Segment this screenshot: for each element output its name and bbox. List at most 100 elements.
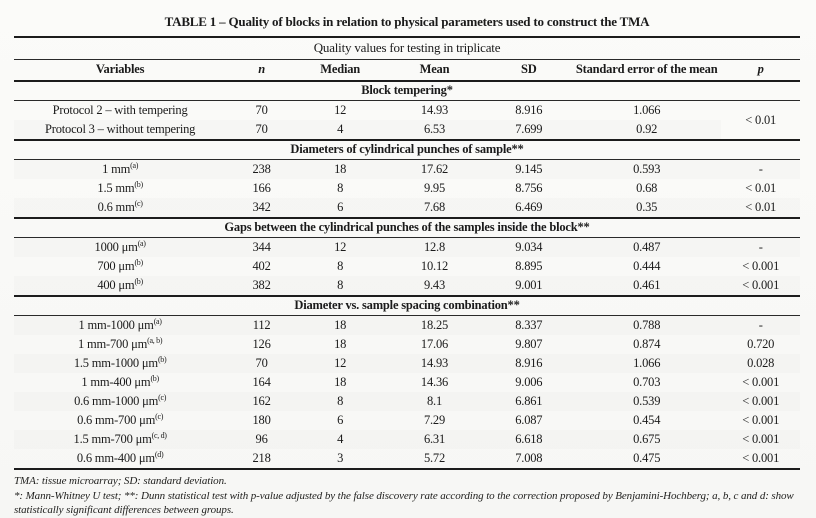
table-row: 1 mm-400 μm(b) 164 18 14.36 9.006 0.703 < 0.00… (14, 373, 800, 392)
median-cell: 4 (337, 432, 344, 446)
variable-cell: 1 mm(a) (102, 160, 139, 176)
median-cell: 3 (337, 451, 344, 465)
table-row: 400 μm(b) 382 8 9.43 9.001 0.461 < 0.001 (14, 276, 800, 296)
sd-cell: 8.756 (515, 181, 543, 195)
table-row: 1 mm(a) 238 18 17.62 9.145 0.593 - (14, 160, 800, 180)
mean-cell: 12.8 (423, 240, 446, 254)
variable-cell: 700 μm(b) (97, 257, 143, 273)
standard-error-cell: 0.703 (633, 375, 661, 389)
table-row: 1 mm-1000 μm(a) 112 18 18.25 8.337 0.788 - (14, 316, 800, 336)
n-cell: 382 (252, 278, 271, 292)
mean-cell: 9.95 (423, 181, 446, 195)
sd-cell: 6.469 (515, 200, 543, 214)
median-cell: 8 (337, 394, 344, 408)
variable-superscript: (b) (134, 276, 143, 286)
mean-cell: 7.29 (423, 413, 446, 427)
p-value-cell: < 0.001 (742, 451, 780, 465)
table-body: Block tempering* Protocol 2 – with temper… (14, 80, 800, 469)
section-header-row: Gaps between the cylindrical punches of … (14, 217, 800, 238)
sd-cell: 9.001 (515, 278, 543, 292)
median-cell: 8 (337, 278, 344, 292)
standard-error-cell: 0.475 (633, 451, 661, 465)
median-cell: 6 (337, 200, 344, 214)
standard-error-cell: 0.35 (636, 200, 658, 214)
p-value-cell: - (758, 318, 763, 332)
n-cell: 70 (255, 103, 268, 117)
table-subtitle-row: Quality values for testing in triplicate (14, 37, 800, 60)
p-value-cell: < 0.001 (742, 259, 780, 273)
sd-cell: 7.008 (515, 451, 543, 465)
n-cell: 70 (255, 356, 268, 370)
median-cell: 8 (337, 181, 344, 195)
variable-cell: 1.5 mm-700 μm(c, d) (73, 430, 167, 446)
variable-cell: 400 μm(b) (97, 276, 143, 292)
median-cell: 8 (337, 259, 344, 273)
section-header-row: Diameter vs. sample spacing combination*… (14, 295, 800, 316)
p-value-cell: < 0.001 (742, 432, 780, 446)
median-cell: 18 (334, 337, 347, 351)
standard-error-cell: 0.593 (633, 162, 661, 176)
variable-cell: Protocol 2 – with tempering (52, 103, 188, 117)
table-row: Protocol 3 – without tempering 70 4 6.53 7.6… (14, 120, 800, 140)
table-row: 0.6 mm-700 μm(c) 180 6 7.29 6.087 0.454 < 0.00… (14, 411, 800, 430)
variable-superscript: (b) (150, 373, 159, 383)
standard-error-cell: 0.788 (633, 318, 661, 332)
n-cell: 342 (252, 200, 271, 214)
variable-superscript: (c) (158, 392, 167, 402)
standard-error-cell: 0.454 (633, 413, 661, 427)
column-header-mean: Mean (383, 59, 486, 82)
section-header: Block tempering* (14, 80, 800, 101)
mean-cell: 14.93 (420, 103, 449, 117)
variable-cell: 1 mm-700 μm(a, b) (78, 335, 163, 351)
variable-superscript: (a) (153, 316, 162, 326)
table-title: TABLE 1 – Quality of blocks in relation … (164, 14, 650, 29)
section-header-row: Diameters of cylindrical punches of samp… (14, 139, 800, 160)
mean-cell: 14.93 (420, 356, 449, 370)
sd-cell: 7.699 (515, 122, 543, 136)
table-subtitle: Quality values for testing in triplicate (14, 37, 800, 60)
sd-cell: 6.861 (515, 394, 543, 408)
standard-error-cell: 0.444 (633, 259, 661, 273)
variable-cell: 0.6 mm-400 μm(d) (76, 449, 164, 465)
variable-superscript: (a) (130, 160, 139, 170)
standard-error-cell: 0.92 (636, 122, 658, 136)
variable-cell: 1 mm-1000 μm(a) (78, 316, 162, 332)
mean-cell: 17.62 (420, 162, 449, 176)
median-cell: 4 (337, 122, 344, 136)
table-row: 1.5 mm-700 μm(c, d) 96 4 6.31 6.618 0.675 < 0.… (14, 430, 800, 449)
variable-cell: 0.6 mm-700 μm(c) (77, 411, 164, 427)
variable-cell: 1.5 mm(b) (97, 179, 143, 195)
column-header-row: Variables n Median Mean SD Standard erro… (14, 59, 800, 82)
sd-cell: 9.034 (515, 240, 543, 254)
n-cell: 238 (252, 162, 271, 176)
median-cell: 12 (334, 103, 347, 117)
median-cell: 18 (334, 318, 347, 332)
p-value-cell: < 0.01 (745, 181, 777, 195)
table-row: 0.6 mm-400 μm(d) 218 3 5.72 7.008 0.475 < 0.00… (14, 449, 800, 469)
mean-cell: 18.25 (420, 318, 449, 332)
mean-cell: 6.31 (423, 432, 446, 446)
n-cell: 402 (252, 259, 271, 273)
variable-superscript: (b) (134, 257, 143, 267)
column-header-variables: Variables (14, 59, 227, 82)
p-value-cell: < 0.001 (742, 394, 780, 408)
footnotes: TMA: tissue microarray; SD: standard dev… (14, 474, 800, 518)
mean-cell: 9.43 (423, 278, 446, 292)
table-row: 1 mm-700 μm(a, b) 126 18 17.06 9.807 0.874 0.7… (14, 335, 800, 354)
sd-cell: 8.337 (515, 318, 543, 332)
table-row: 700 μm(b) 402 8 10.12 8.895 0.444 < 0.001 (14, 257, 800, 276)
n-cell: 164 (252, 375, 271, 389)
mean-cell: 6.53 (423, 122, 446, 136)
sd-cell: 6.618 (515, 432, 543, 446)
sd-cell: 9.006 (515, 375, 543, 389)
mean-cell: 5.72 (423, 451, 446, 465)
variable-cell: 1 mm-400 μm(b) (81, 373, 159, 389)
n-cell: 180 (252, 413, 271, 427)
standard-error-cell: 0.675 (633, 432, 661, 446)
p-value-cell: 0.028 (747, 356, 775, 370)
n-cell: 166 (252, 181, 271, 195)
section-header: Diameter vs. sample spacing combination*… (14, 295, 800, 316)
column-header-median: Median (296, 59, 384, 82)
standard-error-cell: 0.461 (633, 278, 661, 292)
